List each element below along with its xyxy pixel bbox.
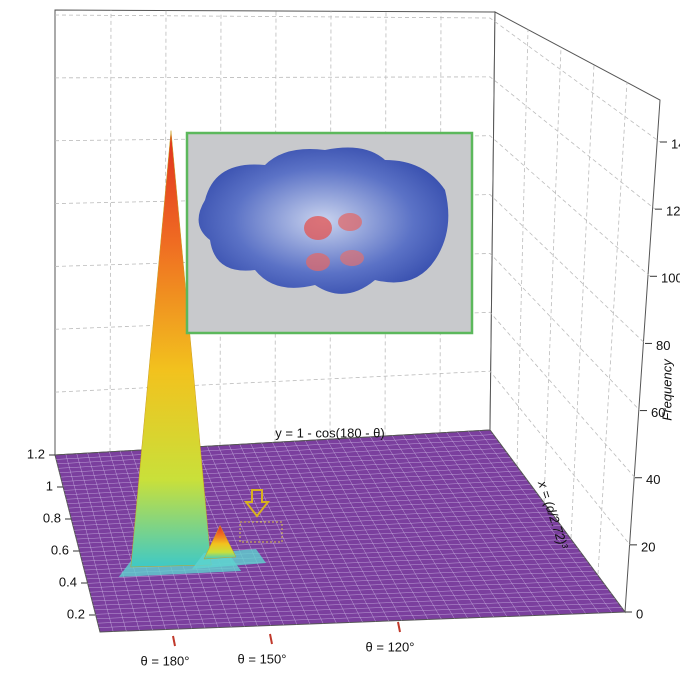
y-tick-label: 0.8: [43, 510, 61, 525]
z-tick-label: 0: [636, 606, 643, 621]
contact-spot: [306, 253, 330, 271]
y-tick-label: 0.6: [51, 542, 69, 557]
contact-spot: [338, 213, 362, 231]
theta-tick: [398, 622, 400, 632]
y-tick-label: 0.2: [67, 606, 85, 621]
y-axis-label: y = 1 - cos(180 - θ): [275, 425, 384, 440]
z-tick-label: 80: [656, 338, 670, 353]
chart: 020406080100120140 y = 1 - cos(180 - θ) …: [0, 0, 680, 674]
z-tick-label: 40: [646, 472, 660, 487]
theta-label: θ = 120°: [366, 639, 415, 654]
inset: [187, 133, 472, 333]
theta-label: θ = 150°: [238, 651, 287, 666]
contact-spot: [304, 216, 332, 240]
z-tick-label: 20: [641, 539, 655, 554]
y-tick-label: 0.4: [59, 574, 77, 589]
z-tick-label: 140: [671, 136, 680, 151]
z-tick-label: 120: [666, 204, 680, 219]
contact-spot: [340, 250, 364, 266]
theta-tick: [270, 634, 272, 644]
theta-label: θ = 180°: [141, 653, 190, 668]
theta-tick: [173, 636, 175, 646]
z-axis-label: Frequency: [659, 358, 674, 421]
y-tick-label: 1: [46, 478, 53, 493]
z-tick-label: 100: [661, 271, 680, 286]
y-tick-label: 1.2: [27, 446, 45, 461]
